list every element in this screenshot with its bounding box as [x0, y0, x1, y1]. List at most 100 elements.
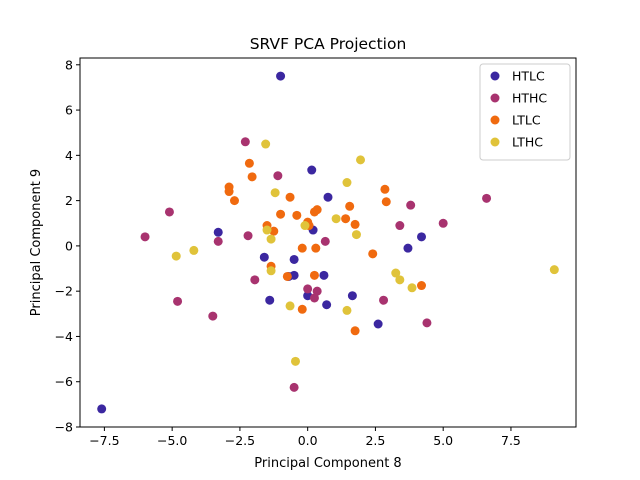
point-htlc-13: [265, 295, 275, 305]
point-lthc-4: [331, 214, 341, 224]
point-lthc-14: [407, 283, 417, 293]
point-ltlc-20: [311, 243, 321, 253]
point-ltlc-11: [276, 209, 286, 219]
point-ltlc-21: [368, 249, 378, 259]
x-tick-label: −2.5: [225, 433, 255, 448]
y-tick-label: 0: [65, 238, 73, 253]
legend-marker-lthc: [490, 137, 500, 147]
series-lthc: [171, 139, 559, 366]
point-htlc-2: [307, 165, 317, 175]
point-lthc-15: [549, 265, 559, 275]
point-lthc-17: [342, 305, 352, 315]
point-lthc-0: [261, 139, 271, 149]
point-ltlc-7: [381, 197, 391, 207]
point-hthc-3: [406, 200, 416, 210]
point-htlc-6: [417, 232, 427, 242]
point-lthc-11: [266, 266, 276, 276]
legend-frame: [479, 63, 571, 161]
point-ltlc-4: [229, 196, 239, 206]
point-ltlc-5: [285, 192, 295, 202]
point-hthc-6: [395, 221, 405, 231]
legend-marker-hthc: [490, 93, 500, 103]
series-hthc: [140, 137, 492, 392]
series-ltlc: [224, 158, 427, 336]
point-ltlc-24: [309, 270, 319, 280]
legend-label-ltlc: LTLC: [512, 113, 541, 128]
point-lthc-8: [351, 230, 361, 240]
chart-title: SRVF PCA Projection: [250, 35, 407, 53]
point-hthc-1: [273, 171, 283, 181]
point-lthc-1: [356, 155, 366, 165]
point-ltlc-8: [345, 201, 355, 211]
point-hthc-5: [482, 193, 492, 203]
y-tick-label: −8: [55, 420, 73, 435]
point-lthc-5: [300, 221, 310, 231]
point-lthc-13: [395, 275, 405, 285]
point-hthc-0: [240, 137, 250, 147]
point-ltlc-25: [417, 281, 427, 291]
x-tick-label: −5.0: [157, 433, 187, 448]
point-lthc-2: [270, 188, 280, 198]
point-ltlc-15: [350, 219, 360, 229]
legend: HTLC HTHC LTLC LTHC: [479, 63, 571, 161]
point-hthc-2: [164, 207, 174, 217]
point-hthc-14: [309, 293, 319, 303]
point-htlc-1: [97, 404, 107, 414]
point-ltlc-10: [312, 205, 322, 215]
point-lthc-16: [285, 301, 295, 311]
point-htlc-7: [403, 243, 413, 253]
point-htlc-3: [323, 192, 333, 202]
point-ltlc-26: [297, 304, 307, 314]
point-hthc-10: [320, 236, 330, 246]
legend-marker-htlc: [490, 71, 500, 81]
y-tick-label: 2: [65, 193, 73, 208]
y-tick-label: −2: [55, 284, 73, 299]
x-axis: −7.5 −5.0 −2.5 0.0 2.5 5.0 7.5: [89, 427, 521, 448]
point-htlc-8: [259, 252, 269, 262]
point-hthc-19: [289, 382, 299, 392]
point-lthc-10: [171, 251, 181, 261]
point-htlc-11: [319, 270, 329, 280]
point-lthc-18: [290, 356, 300, 366]
point-htlc-9: [289, 254, 299, 264]
y-axis: −8 −6 −4 −2 0 2 4 6 8: [55, 57, 80, 435]
y-axis-label: Principal Component 9: [29, 169, 44, 316]
point-ltlc-3: [224, 187, 234, 197]
point-hthc-17: [208, 311, 218, 321]
x-axis-label: Principal Component 8: [254, 456, 401, 471]
point-hthc-18: [422, 318, 432, 328]
x-tick-label: 2.5: [365, 433, 385, 448]
point-ltlc-23: [282, 271, 292, 281]
point-hthc-7: [140, 232, 150, 242]
plot-area-frame: [79, 57, 577, 428]
point-ltlc-0: [244, 158, 254, 168]
point-lthc-3: [342, 178, 352, 188]
point-htlc-16: [322, 300, 332, 310]
point-htlc-0: [276, 71, 286, 81]
point-lthc-12: [391, 268, 401, 278]
point-hthc-16: [379, 295, 389, 305]
point-lthc-9: [189, 245, 199, 255]
point-ltlc-13: [341, 214, 351, 224]
legend-label-hthc: HTHC: [512, 91, 547, 106]
point-ltlc-27: [350, 326, 360, 336]
y-tick-label: 8: [65, 57, 73, 72]
point-hthc-13: [312, 286, 322, 296]
legend-label-lthc: LTHC: [512, 135, 543, 150]
point-htlc-14: [303, 291, 313, 301]
point-ltlc-12: [292, 210, 302, 220]
x-tick-label: 5.0: [433, 433, 453, 448]
y-tick-label: −6: [55, 374, 73, 389]
point-lthc-6: [262, 225, 272, 235]
point-hthc-15: [173, 296, 183, 306]
y-tick-label: −4: [55, 329, 73, 344]
legend-label-htlc: HTLC: [512, 69, 545, 84]
point-hthc-11: [250, 275, 260, 285]
point-hthc-12: [303, 284, 313, 294]
point-htlc-15: [347, 291, 357, 301]
point-lthc-7: [266, 234, 276, 244]
x-tick-label: 7.5: [501, 433, 521, 448]
point-hthc-4: [438, 218, 448, 228]
point-htlc-5: [213, 227, 223, 237]
